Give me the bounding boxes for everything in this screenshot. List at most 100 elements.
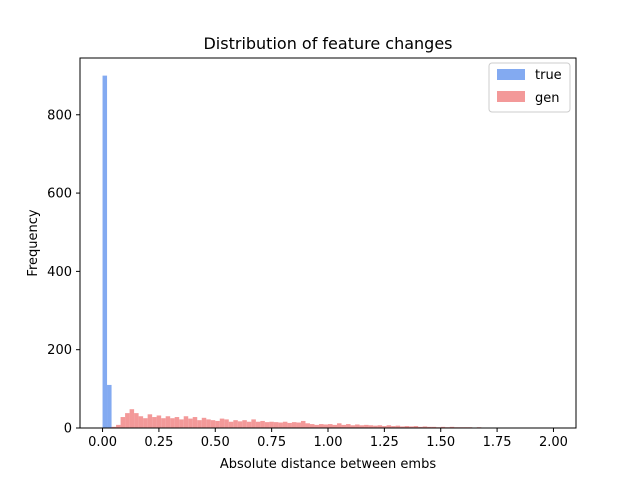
gen-bar [120, 417, 126, 428]
y-tick-label: 600 [47, 187, 72, 202]
gen-bar [179, 419, 184, 428]
gen-bar [368, 425, 374, 428]
gen-bar [143, 418, 148, 428]
gen-bar [170, 418, 175, 428]
x-tick-label: 1.75 [483, 435, 512, 450]
gen-bar [413, 426, 419, 428]
gen-bar [440, 426, 446, 428]
gen-bar [188, 418, 193, 428]
gen-bar [269, 421, 274, 428]
gen-bar [318, 424, 324, 428]
x-tick-label: 1.00 [314, 435, 343, 450]
gen-bar [228, 421, 234, 428]
x-axis-label: Absolute distance between embs [220, 457, 436, 472]
true-bar [102, 75, 108, 429]
gen-bar [138, 416, 144, 428]
gen-bar [314, 424, 319, 428]
legend-label-true: true [535, 68, 562, 83]
gen-bar [300, 420, 306, 428]
gen-bar [260, 420, 265, 428]
gen-bar [332, 424, 338, 428]
gen-bar [391, 426, 396, 428]
gen-bar [382, 426, 387, 428]
gen-bar [174, 417, 180, 428]
gen-bar [427, 426, 432, 428]
x-tick-label: 0.00 [88, 435, 117, 450]
gen-bar [246, 421, 252, 428]
gen-bar [273, 422, 279, 428]
gen-bar [224, 419, 229, 428]
gen-bar [323, 424, 328, 428]
gen-bar [233, 420, 238, 428]
y-tick-label: 800 [47, 108, 72, 123]
y-axis-ticks: 0 200 400 600 800 [47, 108, 80, 437]
gen-bar [237, 421, 243, 428]
gen-bar [206, 419, 211, 428]
x-tick-label: 0.50 [201, 435, 230, 450]
x-tick-label: 1.25 [370, 435, 399, 450]
y-axis-label: Frequency [26, 209, 41, 276]
gen-bar [147, 414, 153, 428]
gen-bar [409, 426, 414, 428]
x-tick-label: 1.50 [426, 435, 455, 450]
gen-bar [305, 423, 310, 428]
gen-bar [156, 415, 162, 428]
gen-bar [111, 426, 117, 428]
legend-swatch-gen [497, 91, 525, 102]
x-tick-label: 0.75 [257, 435, 286, 450]
gen-bar [418, 426, 423, 428]
gen-bar [219, 418, 225, 428]
gen-bar [309, 424, 315, 428]
gen-bar [355, 424, 360, 428]
gen-bar [341, 424, 347, 428]
gen-bar [165, 416, 171, 428]
gen-bar [278, 422, 283, 428]
gen-bar [210, 420, 216, 428]
gen-bar [251, 419, 256, 428]
gen-bar [404, 426, 410, 428]
gen-bar [337, 423, 342, 428]
gen-bar [395, 425, 401, 428]
gen-bar [161, 418, 166, 428]
gen-bar [116, 424, 121, 428]
gen-bar [282, 421, 288, 428]
gen-bar [359, 425, 365, 428]
gen-bar [125, 413, 130, 428]
gen-bar [255, 421, 261, 428]
x-tick-label: 0.25 [144, 435, 173, 450]
gen-series-bars [111, 409, 527, 428]
gen-bar [449, 426, 455, 428]
chart-title: Distribution of feature changes [203, 34, 452, 53]
y-tick-label: 400 [47, 265, 72, 280]
gen-bar [346, 424, 351, 428]
gen-bar [291, 422, 297, 428]
gen-bar [192, 417, 198, 428]
legend: true gen [488, 62, 571, 113]
gen-bar [431, 426, 437, 428]
gen-bar [134, 413, 139, 428]
gen-bar [350, 425, 356, 428]
legend-swatch-true [497, 69, 525, 80]
gen-bar [201, 417, 207, 428]
gen-bar [152, 417, 157, 428]
gen-bar [183, 416, 189, 428]
gen-bar [386, 425, 392, 428]
x-tick-label: 2.00 [539, 435, 568, 450]
gen-bar [328, 424, 333, 428]
gen-bar [422, 426, 428, 428]
y-tick-label: 200 [47, 343, 72, 358]
true-series-bars [102, 75, 112, 429]
gen-bar [129, 409, 135, 428]
gen-bar [287, 422, 292, 428]
gen-bar [364, 424, 369, 428]
gen-bar [373, 425, 378, 428]
gen-bar [296, 422, 301, 428]
gen-bar [377, 425, 383, 428]
gen-bar [242, 420, 247, 428]
x-axis-ticks: 0.00 0.25 0.50 0.75 1.00 1.25 1.50 1.75 2.00 [88, 428, 568, 450]
y-tick-label: 0 [64, 422, 72, 437]
gen-bar [264, 422, 270, 428]
gen-bar [400, 426, 405, 428]
gen-bar [215, 420, 220, 428]
